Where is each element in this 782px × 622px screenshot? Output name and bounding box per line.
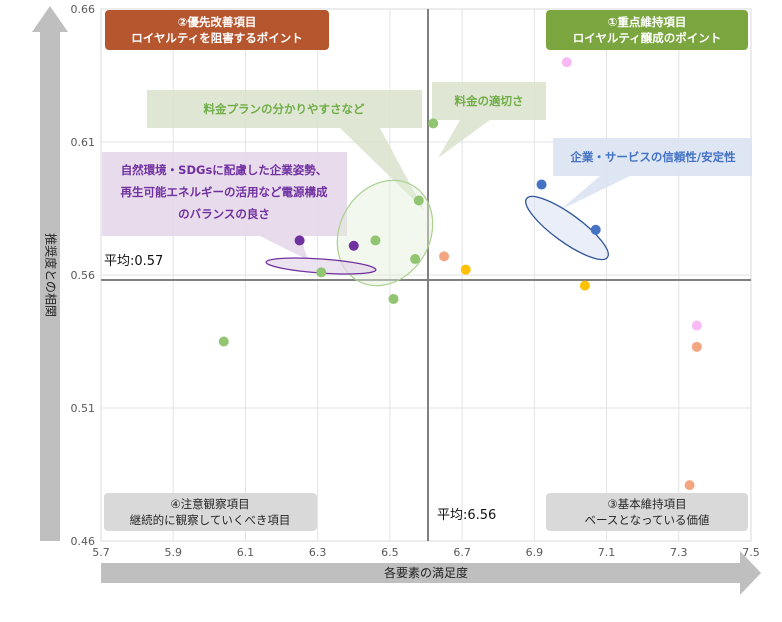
x-axis-arrow [101,551,761,595]
quadrant2-line2: ロイヤルティを阻害するポイント [131,31,302,45]
data-point [428,118,439,129]
x-tick-label: 7.1 [598,546,616,559]
y-axis-arrow [32,6,68,541]
data-point [294,235,305,246]
data-point [684,480,695,491]
data-point [413,195,424,206]
data-point [590,224,601,235]
annotation-env-line2: 再生可能エネルギーの活用など電源構成 [121,185,328,199]
annotation-plan-pointer [340,128,424,210]
quadrant4-box [104,493,317,531]
avg-y-label: 平均:0.57 [104,254,163,269]
x-tick-label: 5.7 [92,546,110,559]
annotation-env-line3: のバランスの良さ [178,207,270,221]
green-group-ellipse [336,179,434,287]
data-point [691,341,702,352]
annotation-env-box [102,152,347,236]
annotation-trust-pointer [560,176,630,210]
data-point [536,179,547,190]
annotation-plan-box [147,90,422,128]
data-point [691,320,702,331]
data-point [348,240,359,251]
y-tick-label: 0.61 [71,136,96,149]
y-tick-label: 0.51 [71,402,96,415]
data-point [410,254,421,265]
data-point [218,336,229,347]
quadrant1-line2: ロイヤルティ醸成のポイント [573,31,721,45]
annotation-plan-text: 料金プランの分かりやすさなど [204,102,365,116]
x-tick-label: 6.3 [309,546,327,559]
y-axis-title: 推奨度との相関 [44,233,59,317]
data-point [370,235,381,246]
data-point [561,57,572,68]
annotation-trust-text: 企業・サービスの信頼性/安定性 [569,150,736,164]
quadrant3-line2: ベースとなっている価値 [584,513,710,527]
avg-x-label: 平均:6.56 [437,508,496,523]
quadrant2-line1: ②優先改善項目 [178,15,257,29]
x-tick-label: 7.3 [670,546,688,559]
x-tick-label: 5.9 [164,546,182,559]
x-tick-label: 6.5 [381,546,399,559]
annotation-env-line1: 自然環境・SDGsに配慮した企業姿勢、 [121,163,328,177]
y-tick-label: 0.56 [71,269,96,282]
quadrant4-line2: 継続的に観察していくべき項目 [130,513,291,527]
x-axis-title: 各要素の満足度 [384,565,468,580]
data-points [218,57,702,491]
x-tick-label: 7.5 [742,546,760,559]
quadrant2-box [105,10,329,50]
data-point [579,280,590,291]
x-tick-label: 6.9 [526,546,544,559]
y-tick-label: 0.66 [71,3,96,16]
quadrant3-line1: ③基本維持項目 [607,497,686,511]
blue-group-ellipse [525,195,609,261]
annotation-price-box [432,82,546,120]
quadrant4-line1: ④注意観察項目 [170,497,249,511]
annotation-trust-box [553,138,752,176]
quadrant1-box [546,10,748,50]
quadrant3-box [546,493,748,531]
x-tick-label: 6.1 [237,546,255,559]
data-point [439,251,450,262]
axis-ticks: 5.7 5.9 6.1 6.3 6.5 6.7 6.9 7.1 7.3 7.5 0.46 0.51 0.… [71,3,760,559]
data-point [388,293,399,304]
annotation-price-pointer [438,120,490,158]
quadrant1-line1: ①重点維持項目 [608,15,687,29]
data-point [460,264,471,275]
data-point [316,267,327,278]
y-tick-label: 0.46 [71,535,96,548]
annotation-price-text: 料金の適切さ [455,94,524,108]
x-tick-label: 6.7 [453,546,471,559]
